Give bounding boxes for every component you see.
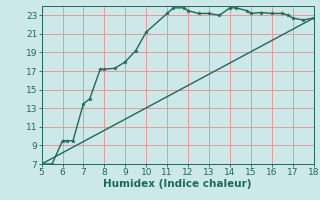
- X-axis label: Humidex (Indice chaleur): Humidex (Indice chaleur): [103, 179, 252, 189]
